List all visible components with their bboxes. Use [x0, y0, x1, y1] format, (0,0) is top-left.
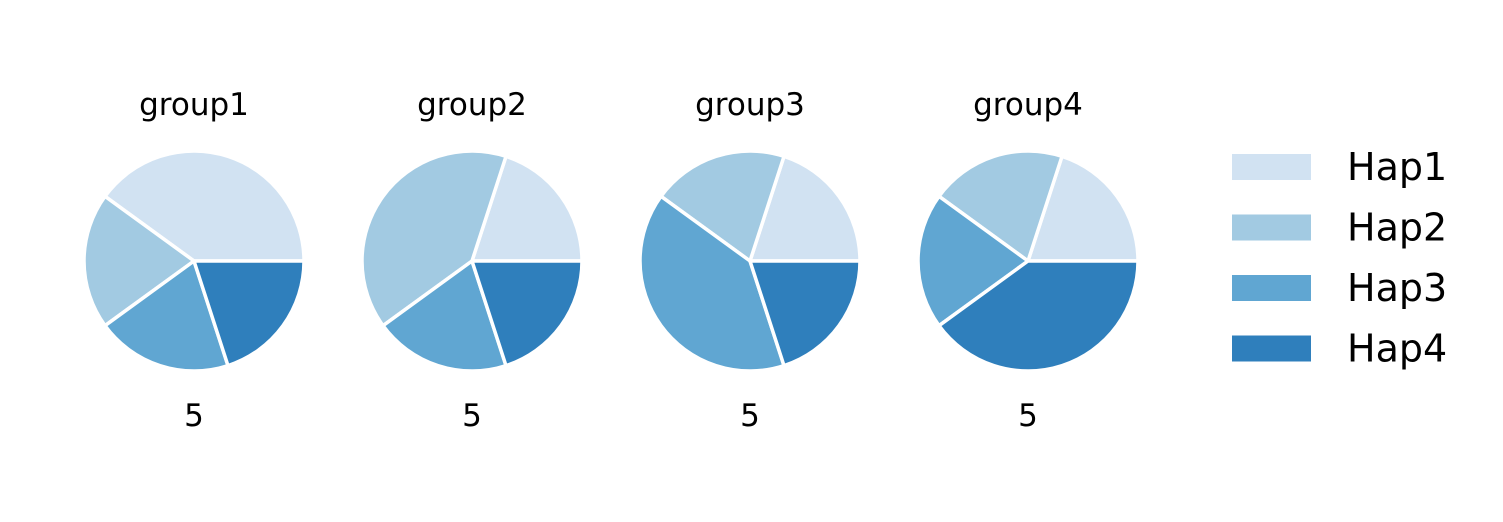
legend-swatch — [1232, 154, 1311, 180]
pie-title: group2 — [417, 87, 527, 123]
legend-label: Hap4 — [1347, 327, 1447, 371]
legend-item-hap2: Hap2 — [1232, 206, 1447, 250]
legend-item-hap4: Hap4 — [1232, 327, 1447, 371]
pie-slice-hap3 — [638, 194, 786, 373]
pie-slice-hap1 — [1026, 154, 1140, 263]
legend-item-hap3: Hap3 — [1232, 266, 1447, 310]
pie-slice-hap1 — [470, 154, 584, 263]
legend-swatch — [1232, 275, 1311, 301]
pie-charts: group1 5 group2 5 group3 5 group4 5 — [82, 87, 1140, 434]
pie-slice-hap3 — [103, 259, 230, 373]
pie-slice-hap2 — [360, 149, 508, 328]
pie-group4: group4 5 — [916, 87, 1140, 434]
pie-slice-hap1 — [748, 154, 862, 263]
pie-group1: group1 5 — [82, 87, 306, 434]
pie-slice-hap2 — [659, 149, 786, 263]
pie-count-label: 5 — [184, 398, 204, 434]
pie-group3: group3 5 — [638, 87, 862, 434]
pie-slice-hap4 — [470, 259, 584, 368]
pie-slice-hap3 — [916, 194, 1030, 328]
pie-slice-hap1 — [103, 149, 306, 263]
pie-title: group3 — [695, 87, 805, 123]
pie-slice-hap4 — [937, 259, 1140, 373]
legend-label: Hap3 — [1347, 266, 1447, 310]
pie-count-label: 5 — [740, 398, 760, 434]
legend-swatch — [1232, 214, 1311, 241]
pie-count-label: 5 — [462, 398, 482, 434]
legend-item-hap1: Hap1 — [1232, 145, 1447, 189]
pie-slice-hap2 — [82, 194, 196, 328]
pie-slice-hap2 — [937, 149, 1064, 263]
legend-label: Hap2 — [1347, 206, 1447, 250]
pie-slice-hap4 — [192, 259, 306, 368]
pie-slice-hap4 — [748, 259, 862, 368]
pie-slice-hap3 — [381, 259, 508, 373]
legend-swatch — [1232, 335, 1311, 362]
pie-title: group1 — [139, 87, 249, 123]
pie-group2: group2 5 — [360, 87, 584, 434]
pie-count-label: 5 — [1018, 398, 1038, 434]
legend-label: Hap1 — [1347, 145, 1447, 189]
pie-title: group4 — [973, 87, 1083, 123]
legend: Hap1 Hap2 Hap3 Hap4 — [1232, 145, 1447, 371]
